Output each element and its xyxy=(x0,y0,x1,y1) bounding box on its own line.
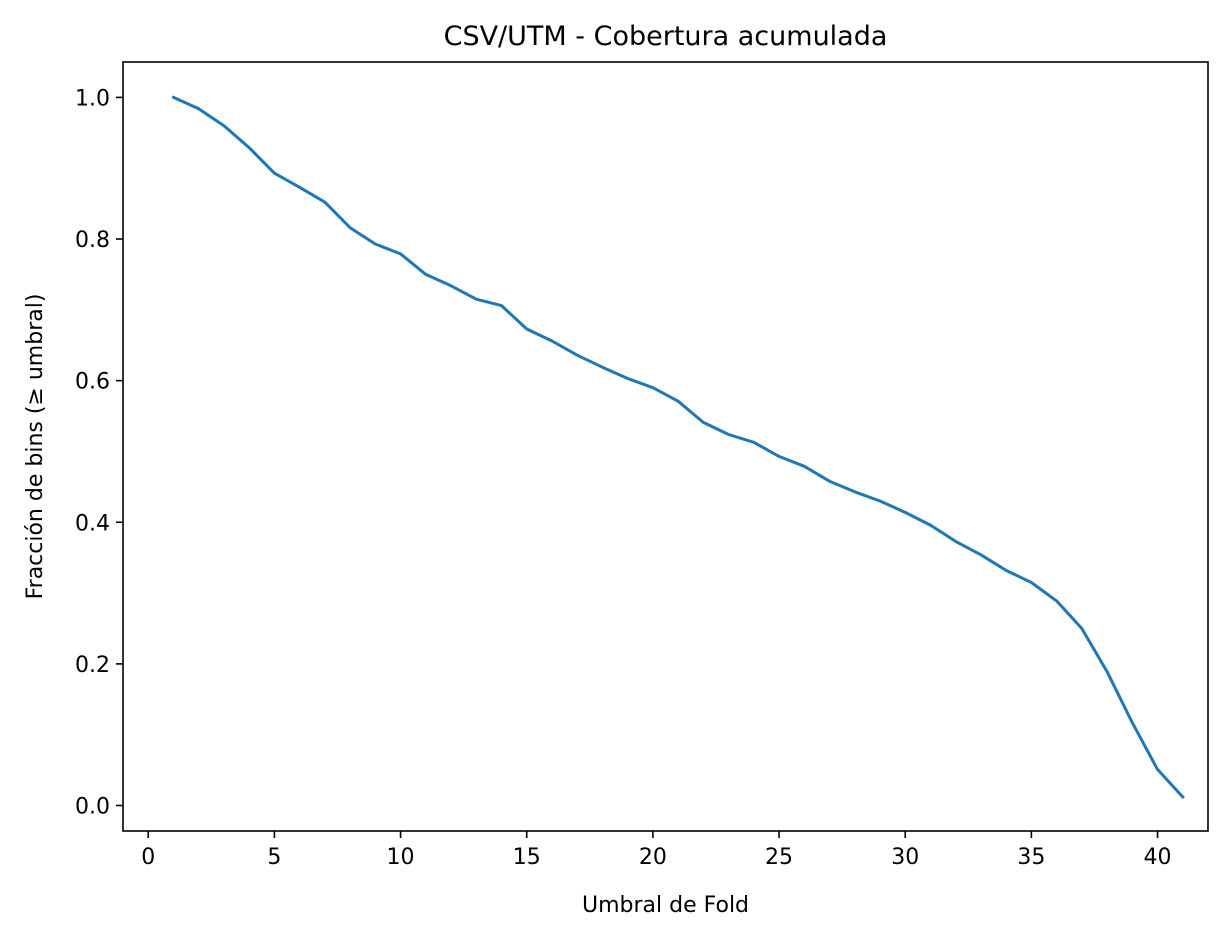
x-axis-label: Umbral de Fold xyxy=(582,893,749,918)
x-tick-label: 35 xyxy=(1017,845,1045,870)
plot-background xyxy=(123,62,1208,831)
x-tick-label: 0 xyxy=(141,845,155,870)
y-tick-label: 0.2 xyxy=(75,653,110,678)
y-tick-label: 0.8 xyxy=(75,228,110,253)
x-tick-label: 10 xyxy=(387,845,415,870)
x-tick-label: 40 xyxy=(1144,845,1172,870)
y-tick-label: 1.0 xyxy=(75,86,110,111)
y-tick-label: 0.6 xyxy=(75,370,110,395)
chart-title: CSV/UTM - Cobertura acumulada xyxy=(444,21,888,52)
plot-frame xyxy=(122,61,1209,832)
x-tick-label: 15 xyxy=(513,845,541,870)
y-axis-label: Fracción de bins (≥ umbral) xyxy=(23,294,48,600)
series-line-0 xyxy=(171,95,1185,800)
y-tick-label: 0.0 xyxy=(75,795,110,820)
x-tick-label: 20 xyxy=(639,845,667,870)
series-layer xyxy=(171,95,1185,800)
y-axis-ticks: 0.0 0.2 0.4 0.6 0.8 1.0 xyxy=(75,86,123,820)
y-tick-label: 0.4 xyxy=(75,511,110,536)
x-tick-label: 30 xyxy=(891,845,919,870)
x-tick-label: 5 xyxy=(267,845,281,870)
x-axis-ticks: 0 5 10 15 20 25 30 35 40 xyxy=(141,831,1172,870)
x-tick-label: 25 xyxy=(765,845,793,870)
